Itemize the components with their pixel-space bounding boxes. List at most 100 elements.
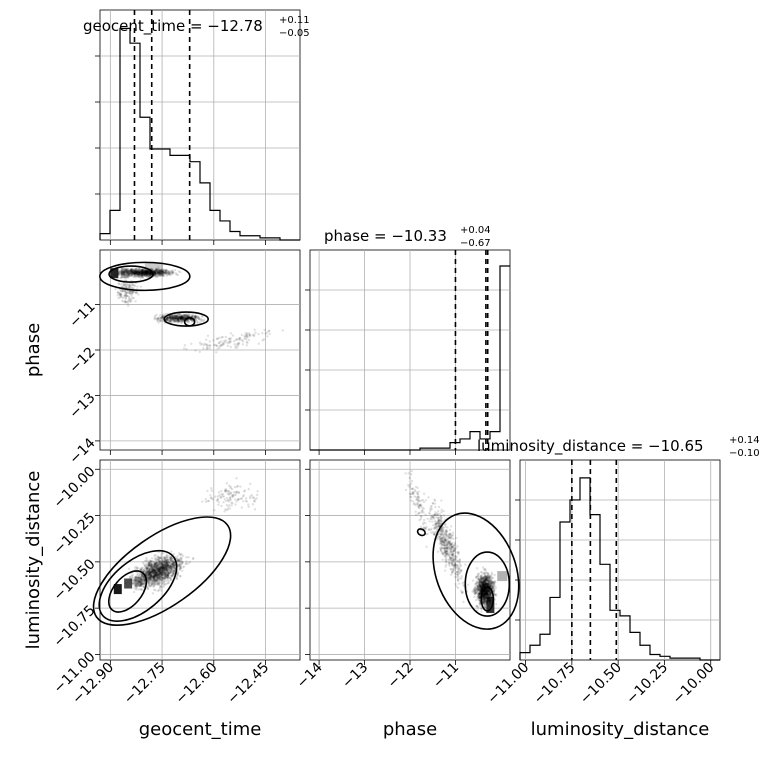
scatter-point bbox=[142, 270, 145, 274]
scatter-point bbox=[144, 269, 148, 272]
scatter-point bbox=[194, 349, 197, 352]
scatter-point bbox=[148, 271, 152, 275]
scatter-point bbox=[145, 273, 149, 277]
scatter-point bbox=[139, 273, 142, 277]
scatter-point bbox=[226, 508, 230, 511]
scatter-point bbox=[153, 565, 156, 568]
scatter-point bbox=[122, 271, 125, 274]
scatter-point bbox=[128, 271, 131, 274]
scatter-point bbox=[145, 558, 148, 562]
scatter-point bbox=[123, 271, 127, 274]
scatter-point bbox=[253, 333, 256, 336]
scatter-point bbox=[427, 496, 430, 499]
scatter-point bbox=[430, 504, 433, 508]
scatter-point bbox=[114, 288, 117, 291]
scatter-point bbox=[138, 273, 141, 277]
scatter-point bbox=[199, 343, 202, 346]
scatter-point bbox=[231, 334, 235, 337]
scatter-point bbox=[122, 270, 125, 274]
scatter-point bbox=[443, 547, 446, 550]
scatter-point bbox=[159, 270, 163, 273]
scatter-point bbox=[133, 269, 137, 273]
scatter-point bbox=[126, 270, 130, 274]
scatter-point bbox=[128, 269, 131, 273]
scatter-point bbox=[153, 271, 157, 275]
scatter-point bbox=[452, 537, 455, 540]
scatter-point bbox=[118, 270, 121, 273]
scatter-point bbox=[145, 271, 148, 274]
scatter-point bbox=[419, 515, 423, 518]
scatter-point bbox=[145, 271, 148, 274]
scatter-point bbox=[141, 271, 145, 274]
scatter-point bbox=[266, 335, 269, 338]
scatter-point bbox=[441, 546, 444, 550]
scatter-point bbox=[130, 270, 133, 274]
scatter-point bbox=[123, 273, 126, 277]
scatter-point bbox=[164, 272, 167, 275]
scatter-point bbox=[121, 267, 124, 270]
scatter-point bbox=[145, 269, 148, 273]
scatter-point bbox=[122, 270, 125, 274]
scatter-point bbox=[122, 272, 126, 275]
scatter-point bbox=[475, 591, 478, 594]
scatter-point bbox=[249, 482, 252, 486]
scatter-point bbox=[135, 272, 138, 275]
scatter-point bbox=[132, 272, 135, 276]
scatter-point bbox=[161, 270, 164, 273]
scatter-point bbox=[177, 320, 181, 323]
scatter-point bbox=[483, 596, 486, 600]
scatter-point bbox=[145, 272, 148, 276]
scatter-point bbox=[173, 314, 177, 317]
scatter-point bbox=[485, 581, 489, 585]
scatter-point bbox=[159, 274, 162, 278]
scatter-point bbox=[159, 269, 162, 273]
scatter-point bbox=[137, 273, 140, 276]
scatter-point bbox=[168, 271, 171, 274]
scatter-point bbox=[141, 269, 145, 273]
scatter-point bbox=[473, 595, 476, 599]
scatter-point bbox=[430, 517, 433, 521]
scatter-point bbox=[129, 268, 133, 271]
scatter-point bbox=[158, 270, 161, 273]
scatter-point bbox=[140, 272, 143, 275]
scatter-point bbox=[145, 270, 149, 274]
scatter-point bbox=[121, 299, 124, 302]
scatter-point bbox=[404, 472, 407, 475]
scatter-point bbox=[126, 270, 129, 273]
scatter-point bbox=[133, 271, 137, 274]
scatter-point bbox=[130, 269, 134, 273]
scatter-point bbox=[155, 269, 159, 273]
scatter-point bbox=[141, 272, 144, 276]
scatter-point bbox=[139, 270, 142, 273]
scatter-point bbox=[449, 561, 452, 564]
scatter-point bbox=[148, 272, 151, 276]
scatter-point bbox=[155, 269, 158, 272]
scatter-point bbox=[136, 272, 140, 275]
scatter-point bbox=[153, 271, 156, 274]
scatter-point bbox=[158, 270, 162, 273]
scatter-point bbox=[480, 610, 483, 613]
scatter-point bbox=[174, 272, 178, 275]
scatter-point bbox=[120, 270, 124, 273]
scatter-point bbox=[161, 270, 165, 273]
scatter-point bbox=[158, 587, 162, 590]
scatter-point bbox=[147, 270, 150, 274]
scatter-point bbox=[166, 579, 169, 582]
scatter-point bbox=[154, 273, 157, 276]
scatter-point bbox=[153, 270, 157, 273]
scatter-point bbox=[144, 270, 148, 274]
scatter-point bbox=[161, 273, 165, 276]
scatter-point bbox=[142, 271, 146, 274]
scatter-point bbox=[138, 272, 142, 275]
scatter-point bbox=[257, 332, 260, 336]
scatter-point bbox=[120, 272, 123, 275]
scatter-point bbox=[146, 270, 150, 274]
scatter-point bbox=[166, 273, 169, 276]
scatter-point bbox=[155, 272, 159, 275]
scatter-point bbox=[133, 274, 137, 277]
scatter-point bbox=[479, 575, 483, 579]
scatter-point bbox=[440, 499, 443, 502]
scatter-point bbox=[128, 272, 131, 276]
scatter-point bbox=[154, 273, 157, 276]
scatter-point bbox=[229, 496, 232, 499]
